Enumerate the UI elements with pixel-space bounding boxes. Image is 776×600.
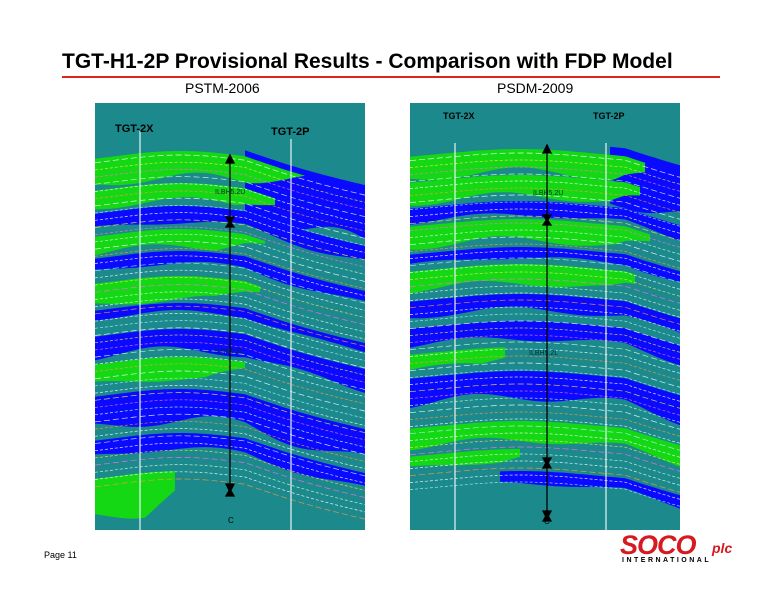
logo-suffix: plc [712,540,733,556]
title-underline [62,76,720,78]
well-label-tgt-2p: TGT-2P [271,126,310,138]
blue-layer-band [95,389,365,455]
green-layer-band [95,151,305,186]
base-label: C [228,516,234,525]
green-layer-band [410,347,505,370]
blue-layer-band [410,294,680,333]
zone-label-upper: ILBH5.2U [215,189,245,196]
slide-title: TGT-H1-2P Provisional Results - Comparis… [62,50,673,73]
green-layer-band [95,471,175,519]
right-panel-subtitle: PSDM-2009 [497,80,574,96]
blue-layer-band [500,471,680,509]
company-logo: SOCO plc INTERNATIONAL [620,530,740,568]
left-panel-subtitle: PSTM-2006 [185,80,260,96]
zone-label-lower: ILBH5.2L [529,350,558,357]
blue-layer-band [410,371,680,426]
logo-wordmark: SOCO [620,530,697,560]
blue-layer-band [95,206,365,260]
left-seismic-panel: TGT-2X TGT-2P ILBH5.2U ILBH5.2L C [95,103,365,530]
well-label-tgt-2p: TGT-2P [593,111,625,121]
blue-layer-band [410,321,680,366]
interval-arrow [224,153,236,497]
page-number: Page 11 [44,550,77,560]
zone-label-lower: ILBH5.2L [215,348,244,355]
right-seismic-section: TGT-2X TGT-2P ILBH5.2U ILBH5.2L C [410,103,680,530]
right-seismic-panel: TGT-2X TGT-2P ILBH5.2U ILBH5.2L C [410,103,680,530]
well-label-tgt-2x: TGT-2X [443,111,475,121]
green-layer-band [95,229,265,256]
interval-arrow [541,143,553,522]
green-layer-band [95,276,260,305]
left-seismic-section: TGT-2X TGT-2P ILBH5.2U ILBH5.2L C [95,103,365,530]
logo-subtitle: INTERNATIONAL [622,557,712,564]
green-layer-band [95,357,245,382]
blue-layer-band [410,247,680,282]
well-label-tgt-2x: TGT-2X [115,123,154,135]
blue-layer-band [95,329,365,393]
base-label: C [544,517,550,526]
zone-label-upper: ILBH5.2U [533,190,563,197]
